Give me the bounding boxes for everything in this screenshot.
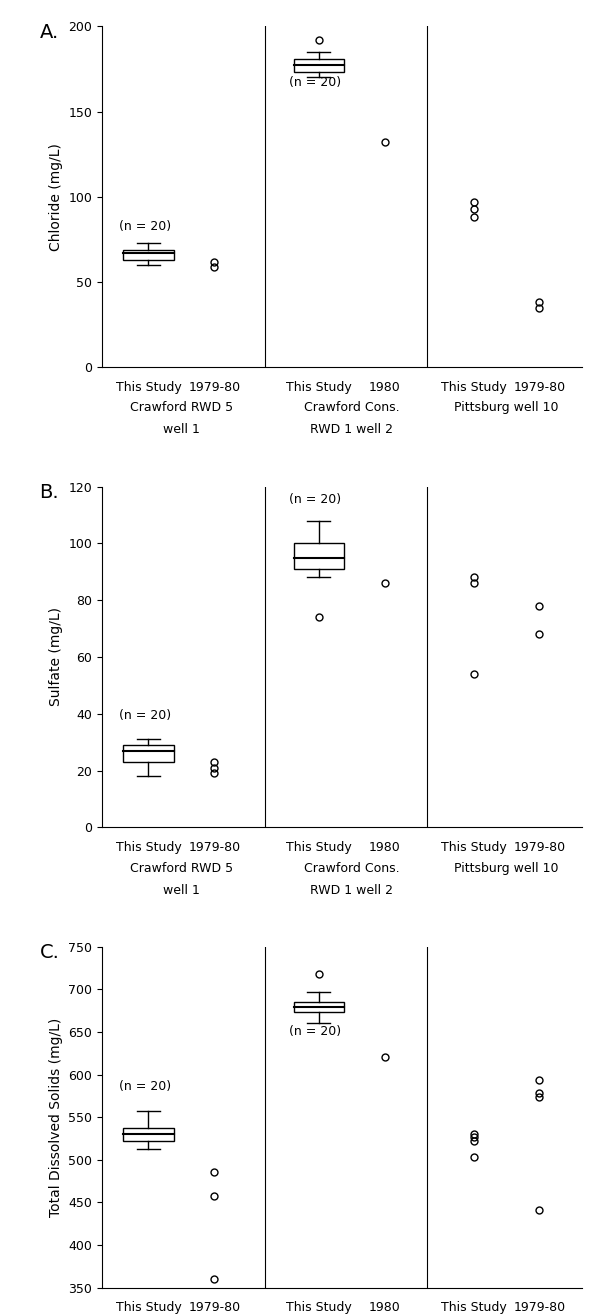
Text: 1980: 1980 <box>369 1301 400 1314</box>
Text: This Study: This Study <box>286 1301 352 1314</box>
Text: This Study: This Study <box>116 1301 181 1314</box>
Text: B.: B. <box>40 484 59 502</box>
Text: A.: A. <box>40 22 59 42</box>
Text: RWD 1 well 2: RWD 1 well 2 <box>310 884 393 896</box>
Text: This Study: This Study <box>441 1301 506 1314</box>
Text: Pittsburg well 10: Pittsburg well 10 <box>454 401 559 414</box>
Text: This Study: This Study <box>116 381 181 394</box>
Text: (n = 20): (n = 20) <box>119 710 171 723</box>
Y-axis label: Total Dissolved Solids (mg/L): Total Dissolved Solids (mg/L) <box>49 1017 63 1217</box>
Text: Crawford RWD 5: Crawford RWD 5 <box>130 401 233 414</box>
Text: 1979-80: 1979-80 <box>514 381 565 394</box>
Text: This Study: This Study <box>286 381 352 394</box>
Text: 1979-80: 1979-80 <box>188 1301 241 1314</box>
Bar <box>123 745 173 762</box>
Text: Pittsburg well 10: Pittsburg well 10 <box>454 862 559 875</box>
Text: 1979-80: 1979-80 <box>188 841 241 854</box>
Text: This Study: This Study <box>441 381 506 394</box>
Bar <box>123 1129 173 1141</box>
Text: (n = 20): (n = 20) <box>119 219 171 233</box>
Text: (n = 20): (n = 20) <box>289 494 341 506</box>
Text: C.: C. <box>40 943 59 962</box>
Text: well 1: well 1 <box>163 884 200 896</box>
Y-axis label: Chloride (mg/L): Chloride (mg/L) <box>49 143 63 251</box>
Y-axis label: Sulfate (mg/L): Sulfate (mg/L) <box>49 607 63 707</box>
Text: RWD 1 well 2: RWD 1 well 2 <box>310 423 393 436</box>
Text: 1979-80: 1979-80 <box>188 381 241 394</box>
Text: well 1: well 1 <box>163 423 200 436</box>
Bar <box>293 1003 344 1012</box>
Text: 1980: 1980 <box>369 381 400 394</box>
Text: (n = 20): (n = 20) <box>289 76 341 89</box>
Text: Crawford Cons.: Crawford Cons. <box>304 401 400 414</box>
Bar <box>293 59 344 72</box>
Text: This Study: This Study <box>441 841 506 854</box>
Text: This Study: This Study <box>116 841 181 854</box>
Text: 1980: 1980 <box>369 841 400 854</box>
Text: (n = 20): (n = 20) <box>119 1080 171 1093</box>
Text: Crawford RWD 5: Crawford RWD 5 <box>130 862 233 875</box>
Text: This Study: This Study <box>286 841 352 854</box>
Text: Crawford Cons.: Crawford Cons. <box>304 862 400 875</box>
Bar <box>293 544 344 569</box>
Text: 1979-80: 1979-80 <box>514 841 565 854</box>
Text: 1979-80: 1979-80 <box>514 1301 565 1314</box>
Text: (n = 20): (n = 20) <box>289 1025 341 1038</box>
Bar <box>123 250 173 260</box>
